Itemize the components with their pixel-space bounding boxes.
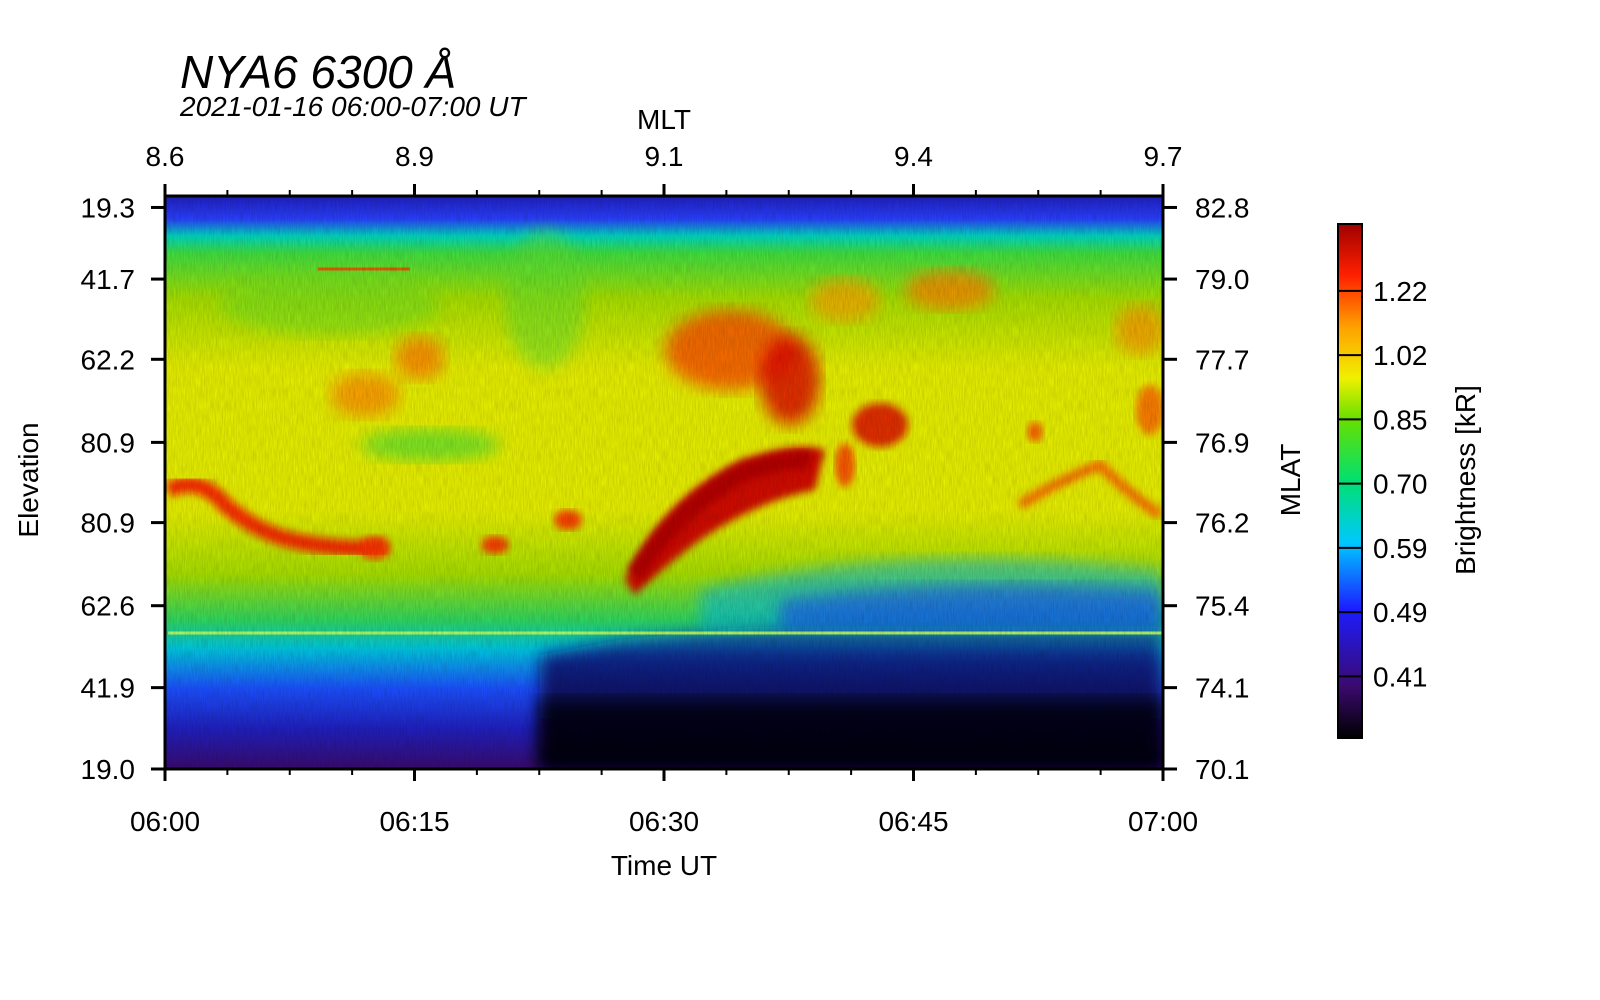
colorbar-tick-label: 0.70	[1373, 469, 1428, 500]
top-tick-label: 9.4	[894, 141, 933, 172]
y-right-tick-label: 79.0	[1195, 264, 1250, 295]
top-tick-label: 8.9	[395, 141, 434, 172]
chart-subtitle: 2021-01-16 06:00-07:00 UT	[179, 91, 527, 122]
colorbar-tick-label: 0.41	[1373, 661, 1428, 692]
y-tick-label: 19.0	[81, 754, 136, 785]
colorbar-tick-label: 0.85	[1373, 404, 1428, 435]
y-tick-label: 80.9	[81, 508, 136, 539]
colorbar-gradient	[1337, 223, 1363, 739]
y-tick-label: 41.7	[81, 264, 136, 295]
colorbar-label: Brightness [kR]	[1450, 385, 1481, 575]
x-tick-label: 06:15	[379, 806, 449, 837]
chart-title: NYA6 6300 Å	[180, 46, 456, 98]
y-right-tick-label: 75.4	[1195, 591, 1250, 622]
x-tick-label: 06:45	[878, 806, 948, 837]
x-tick-label: 07:00	[1128, 806, 1198, 837]
top-axis-label: MLT	[637, 104, 691, 135]
y-right-tick-label: 76.9	[1195, 427, 1250, 458]
x-tick-label: 06:00	[130, 806, 200, 837]
y-axis-label-right: MLAT	[1275, 444, 1306, 517]
y-right-tick-label: 76.2	[1195, 508, 1250, 539]
x-tick-label: 06:30	[629, 806, 699, 837]
top-tick-label: 8.6	[146, 141, 185, 172]
y-tick-label: 62.2	[81, 344, 136, 375]
top-tick-label: 9.7	[1144, 141, 1183, 172]
colorbar-tick-label: 1.02	[1373, 340, 1428, 371]
top-tick-label: 9.1	[645, 141, 684, 172]
colorbar-ticks: 1.22 1.02 0.85 0.70 0.59 0.49 0.41	[1338, 276, 1428, 692]
y-tick-label: 62.6	[81, 591, 136, 622]
y-tick-label: 41.9	[81, 673, 136, 704]
y-right-tick-label: 70.1	[1195, 754, 1250, 785]
heatmap-image	[165, 196, 1163, 769]
y-right-tick-label: 77.7	[1195, 344, 1250, 375]
y-tick-label: 19.3	[81, 192, 136, 223]
colorbar-tick-label: 0.49	[1373, 597, 1428, 628]
colorbar-tick-label: 0.59	[1373, 533, 1428, 564]
colorbar: 1.22 1.02 0.85 0.70 0.59 0.49 0.41 Brightness …	[1337, 223, 1481, 739]
y-right-tick-label: 82.8	[1195, 192, 1250, 223]
y-axis-label-left: Elevation	[13, 422, 44, 537]
y-tick-label: 80.9	[81, 427, 136, 458]
colorbar-tick-label: 1.22	[1373, 276, 1428, 307]
axes: 06:00 8.6 06:15 8.9 06:30 9.1 06:45 9.4 07:00 9.7…	[81, 141, 1250, 837]
y-right-tick-label: 74.1	[1195, 673, 1250, 704]
x-axis-label: Time UT	[611, 850, 717, 881]
